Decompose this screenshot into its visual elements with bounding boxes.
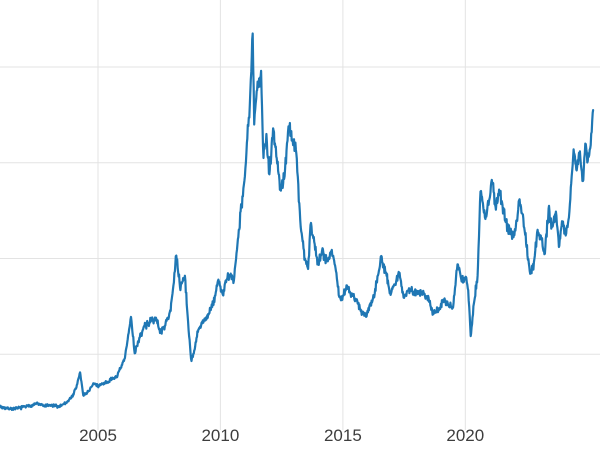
x-tick-label-2015: 2015: [323, 426, 362, 445]
x-tick-label-2010: 2010: [201, 426, 240, 445]
x-tick-label-2005: 2005: [79, 426, 117, 445]
x-tick-label-2020: 2020: [446, 426, 485, 445]
